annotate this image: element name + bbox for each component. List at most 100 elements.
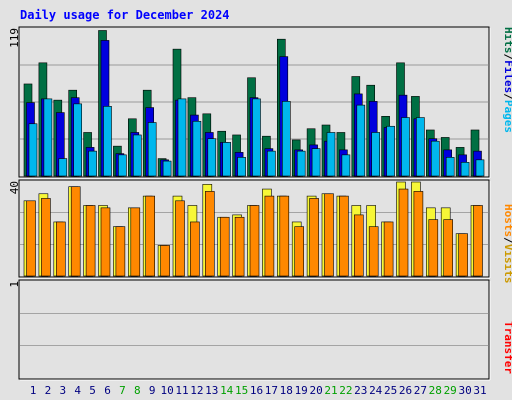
pages-bar-18 [281, 101, 291, 177]
day-label-3: 3 [59, 384, 66, 397]
pages-bar-1 [28, 123, 38, 177]
hosts-bar-10 [160, 245, 170, 277]
day-label-9: 9 [149, 384, 156, 397]
hosts-bar-27 [413, 191, 424, 277]
pages-bar-8 [133, 134, 142, 177]
day-label-30: 30 [458, 384, 471, 397]
hits-files-pages-bars [23, 30, 485, 177]
day-label-31: 31 [473, 384, 486, 397]
day-label-19: 19 [295, 384, 308, 397]
day-label-10: 10 [160, 384, 173, 397]
pages-bar-7 [118, 154, 127, 177]
day-label-27: 27 [414, 384, 427, 397]
pages-bar-21 [326, 132, 336, 177]
hosts-bar-19 [294, 226, 305, 277]
day-label-7: 7 [119, 384, 126, 397]
day-label-20: 20 [309, 384, 322, 397]
pages-bar-26 [401, 117, 410, 177]
pages-bar-20 [311, 148, 321, 177]
pages-bar-24 [371, 132, 381, 177]
legend-hosts: Hosts [502, 204, 512, 237]
hosts-bar-6 [100, 207, 111, 277]
day-label-1: 1 [30, 384, 37, 397]
pages-bar-15 [237, 157, 246, 177]
hosts-bar-18 [279, 195, 290, 277]
pages-bar-9 [147, 122, 157, 177]
pages-bar-30 [460, 162, 470, 177]
day-label-21: 21 [324, 384, 337, 397]
legend-files: Files [502, 60, 512, 93]
hits-files-pages-legend: Hits/Files/Pages [502, 27, 512, 133]
hosts-bar-16 [249, 205, 260, 277]
hosts-bar-11 [175, 200, 185, 277]
pages-bar-11 [177, 98, 187, 177]
hosts-bar-7 [115, 226, 126, 277]
legend-pages: Pages [502, 100, 512, 133]
hosts-bar-15 [234, 216, 245, 277]
hosts-visits-legend: Hosts/Visits [502, 204, 512, 284]
day-label-13: 13 [205, 384, 218, 397]
hosts-bar-28 [428, 219, 439, 277]
day-label-4: 4 [74, 384, 81, 397]
day-label-2: 2 [45, 384, 52, 397]
pages-bar-29 [445, 157, 455, 177]
day-label-6: 6 [104, 384, 111, 397]
legend-transfer: Transfer [502, 321, 512, 374]
day-label-14: 14 [220, 384, 234, 397]
day-label-26: 26 [399, 384, 412, 397]
hosts-bar-21 [324, 193, 334, 277]
hosts-bar-24 [368, 226, 379, 277]
pages-bar-17 [267, 150, 276, 177]
hosts-bar-30 [458, 233, 468, 277]
hosts-bar-9 [145, 195, 155, 277]
day-label-18: 18 [280, 384, 293, 397]
panel1-ymax-label: 119 [8, 28, 21, 48]
pages-bar-25 [386, 125, 395, 177]
hosts-bar-5 [85, 205, 96, 277]
hosts-bar-23 [353, 214, 364, 277]
hosts-bar-14 [219, 216, 230, 277]
hosts-bar-2 [41, 198, 51, 277]
day-label-24: 24 [369, 384, 383, 397]
hosts-bar-3 [55, 221, 66, 277]
hosts-bar-12 [190, 221, 200, 277]
day-label-8: 8 [134, 384, 141, 397]
hosts-visits-bars [23, 181, 483, 277]
pages-bar-10 [162, 160, 172, 177]
hosts-bar-31 [473, 205, 483, 277]
legend-visits: Visits [502, 244, 512, 284]
hosts-bar-1 [26, 200, 36, 277]
pages-bar-13 [207, 138, 217, 177]
pages-bar-27 [416, 117, 425, 177]
pages-bar-16 [252, 98, 261, 177]
hosts-bar-4 [70, 186, 81, 277]
pages-bar-19 [296, 150, 306, 177]
day-label-16: 16 [250, 384, 263, 397]
pages-bar-28 [430, 140, 440, 177]
pages-bar-5 [88, 150, 97, 177]
pages-bar-31 [475, 159, 485, 177]
day-labels: 1 2 3 4 5 6 7 8 9 10 11 12 13 14 15 16 17 18 19 20 21 22 23 24 2… [30, 384, 487, 397]
day-label-29: 29 [444, 384, 457, 397]
panel3-ymax-label: 1 [8, 281, 21, 288]
day-label-23: 23 [354, 384, 367, 397]
hosts-bar-29 [443, 219, 454, 277]
hosts-bar-13 [205, 191, 215, 277]
hosts-bar-8 [130, 207, 141, 277]
day-label-22: 22 [339, 384, 352, 397]
day-label-17: 17 [265, 384, 278, 397]
hosts-bar-22 [339, 195, 349, 277]
pages-bar-4 [73, 103, 82, 177]
day-label-12: 12 [190, 384, 203, 397]
pages-bar-23 [356, 104, 366, 177]
pages-bar-2 [43, 98, 53, 177]
pages-bar-6 [103, 106, 112, 177]
day-label-11: 11 [175, 384, 188, 397]
chart-title: Daily usage for December 2024 [20, 8, 230, 22]
day-label-25: 25 [384, 384, 397, 397]
hosts-bar-26 [398, 188, 409, 277]
pages-bar-22 [341, 154, 351, 177]
day-label-15: 15 [235, 384, 248, 397]
day-label-5: 5 [89, 384, 96, 397]
